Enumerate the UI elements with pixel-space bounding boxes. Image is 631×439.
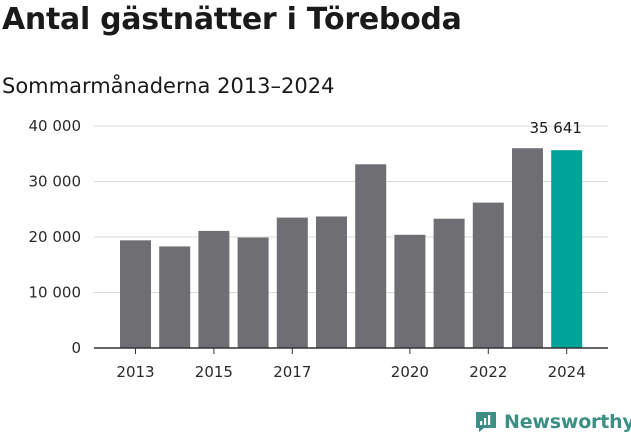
data-labels: 35 641 (529, 119, 582, 137)
newsworthy-logo-icon (476, 412, 496, 432)
bar-2022 (472, 202, 504, 348)
chart-title: Antal gästnätter i Töreboda (2, 2, 462, 37)
bar-2023 (512, 148, 543, 348)
bar-2017 (276, 217, 308, 348)
bar-2019 (355, 164, 387, 348)
y-tick-label: 0 (71, 339, 81, 357)
y-tick-label: 30 000 (29, 173, 82, 191)
x-axis-ticks: 2013 2015 2017 2020 2022 2024 (94, 347, 608, 381)
x-tick-label: 2022 (469, 363, 507, 381)
bar-2018 (316, 216, 347, 348)
x-tick-label: 2020 (391, 363, 429, 381)
chart-subtitle: Sommarmånaderna 2013–2024 (2, 74, 335, 98)
brand-name: Newsworthy (504, 411, 631, 433)
bar-2020 (394, 234, 426, 348)
bar-2016 (237, 237, 269, 348)
brand-logo: Newsworthy (474, 408, 631, 436)
x-tick-label: 2015 (195, 363, 233, 381)
bar-2024 (551, 150, 583, 348)
bar-2021 (433, 218, 465, 348)
data-label-highlight: 35 641 (529, 119, 582, 137)
x-tick-label: 2013 (116, 363, 154, 381)
x-tick-label: 2017 (273, 363, 311, 381)
y-tick-label: 10 000 (29, 284, 82, 302)
bar-2015 (198, 230, 230, 348)
y-axis-ticks: 0 10 000 20 000 30 000 40 000 (29, 117, 82, 357)
y-tick-label: 20 000 (29, 228, 82, 246)
bar-2013 (120, 240, 151, 348)
bar-2014 (159, 246, 191, 348)
x-tick-label: 2024 (548, 363, 586, 381)
bars (120, 148, 583, 348)
y-tick-label: 40 000 (29, 117, 82, 135)
